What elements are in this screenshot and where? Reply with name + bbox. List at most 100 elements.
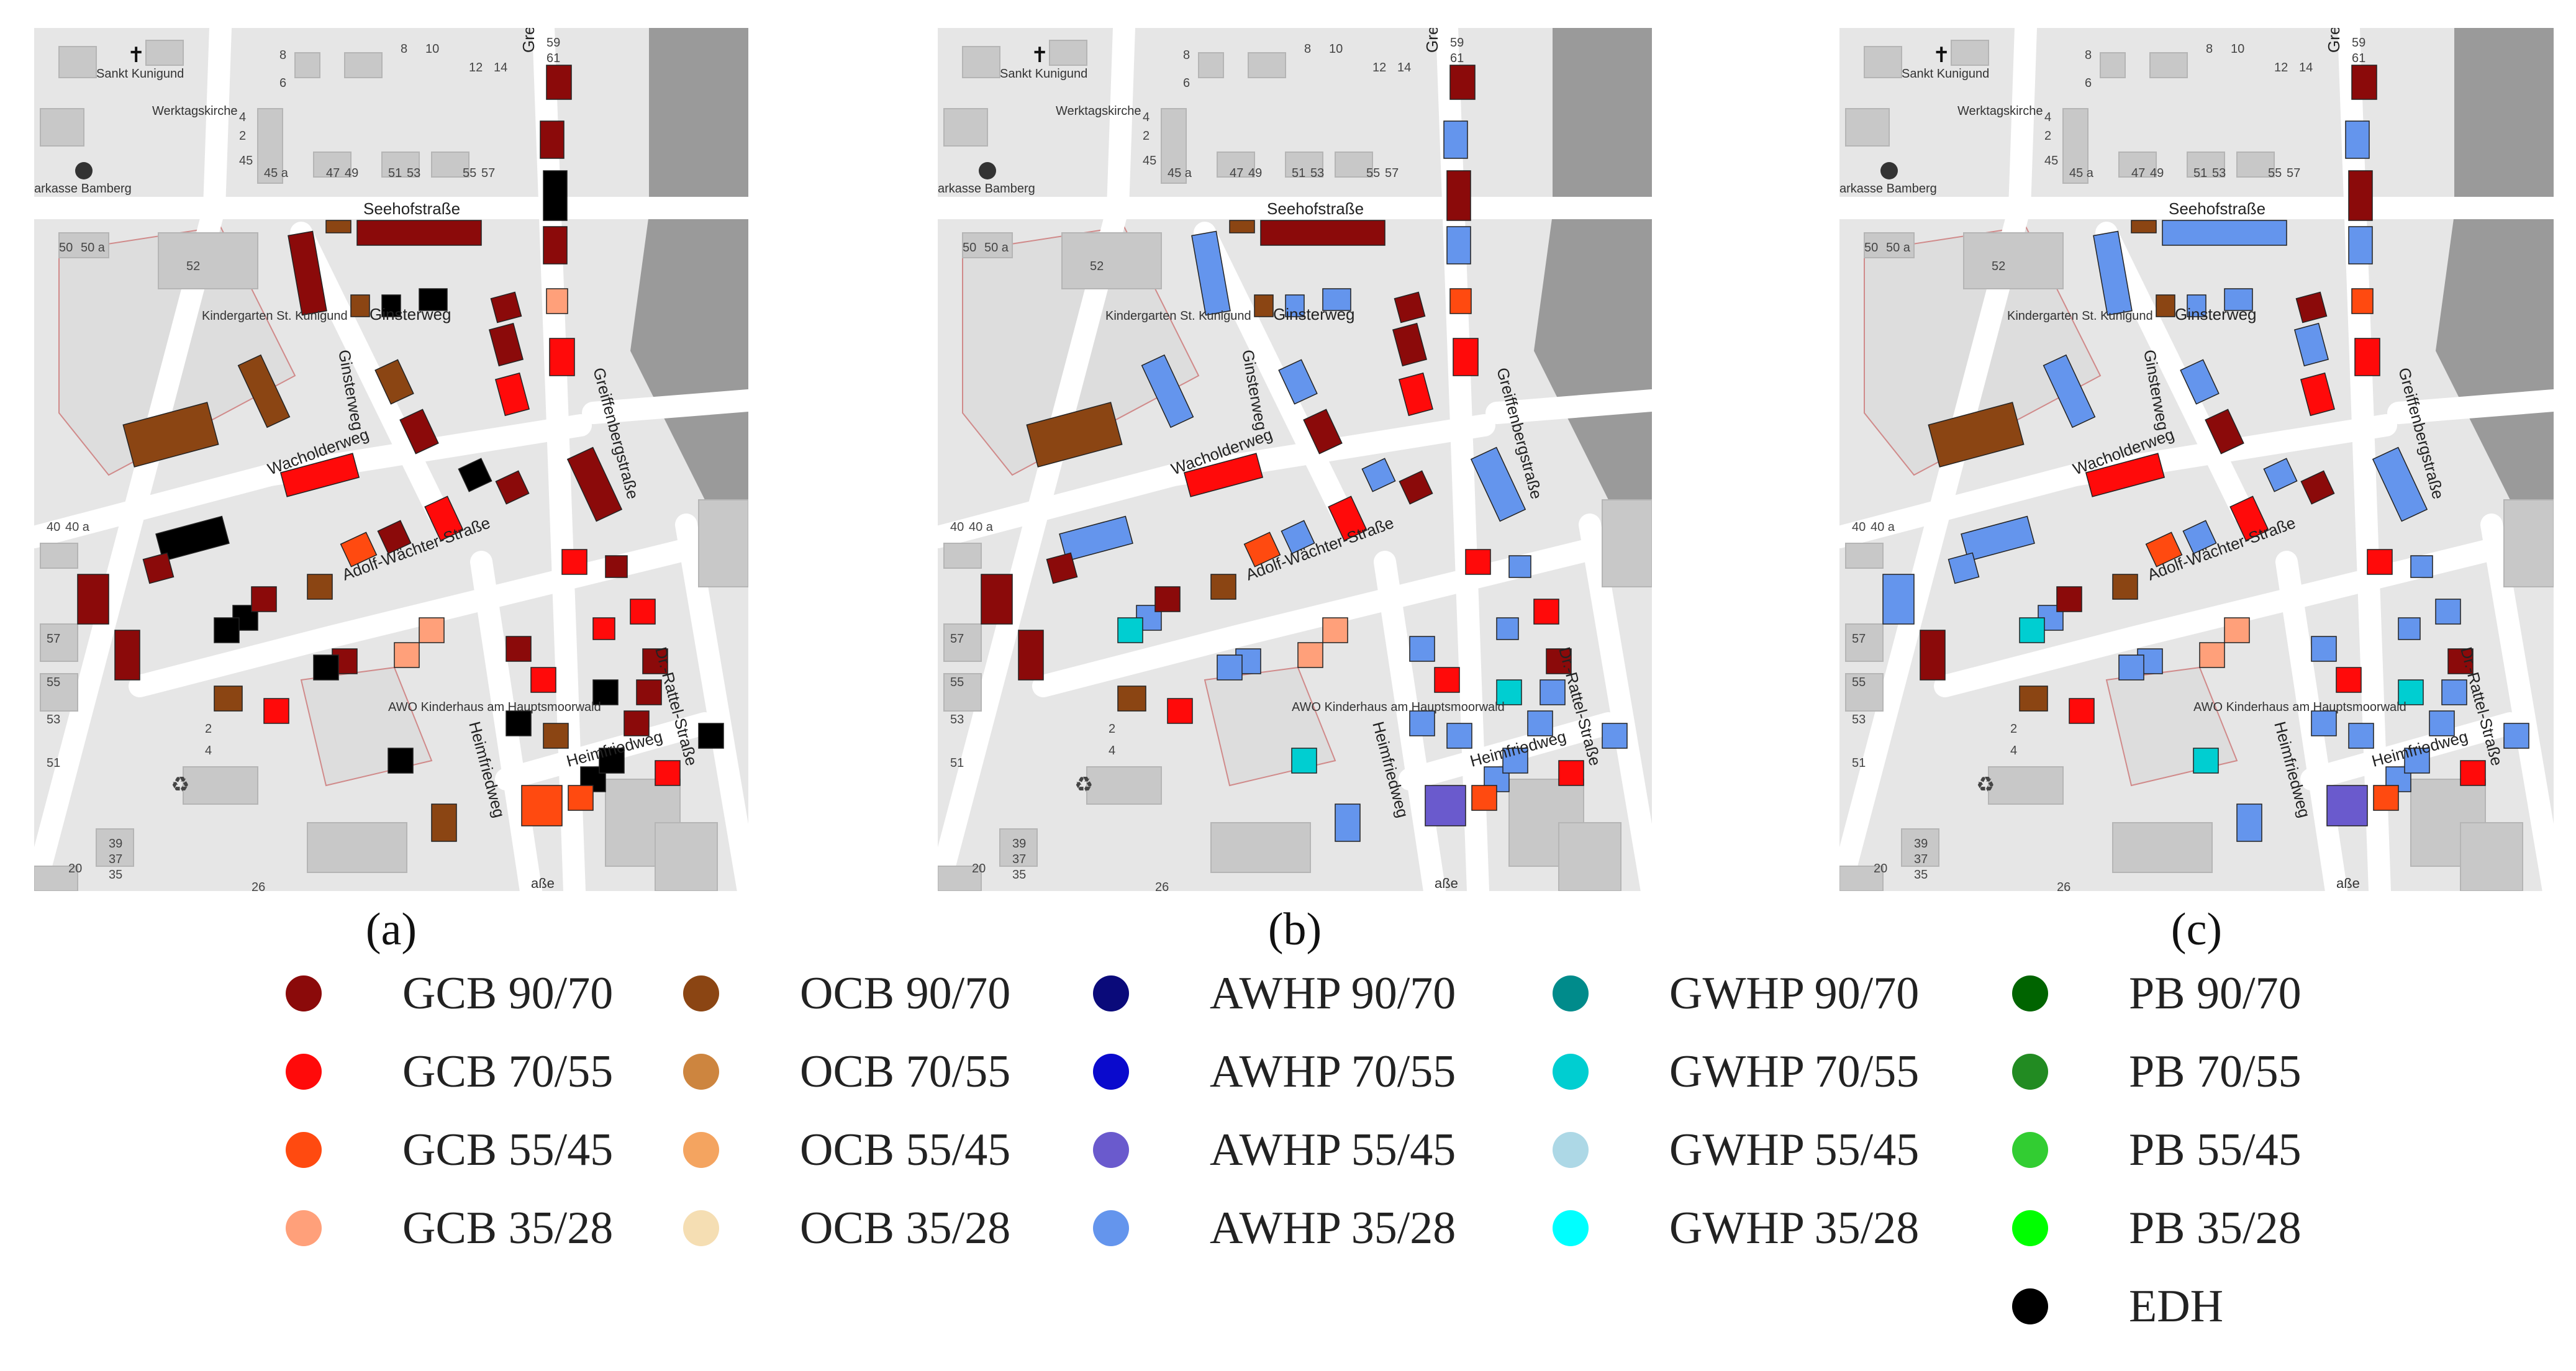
house-number: 47 bbox=[2131, 166, 2145, 180]
house-number: 45 bbox=[1143, 154, 1156, 168]
assigned-building bbox=[2263, 458, 2298, 492]
assigned-building bbox=[2229, 495, 2269, 541]
legend-dot-icon bbox=[1093, 975, 1129, 1011]
legend-item: GWHP 55/45 bbox=[1553, 1116, 1919, 1184]
building-outline bbox=[655, 822, 718, 891]
building-outline bbox=[34, 866, 78, 891]
assigned-building bbox=[1328, 495, 1367, 541]
building-outline bbox=[1086, 766, 1162, 805]
building-outline bbox=[938, 866, 982, 891]
building-outline bbox=[999, 828, 1038, 867]
place-label: Sankt Kunigund bbox=[1902, 67, 1989, 81]
road bbox=[203, 28, 232, 219]
assigned-building bbox=[1018, 630, 1044, 681]
building-outline bbox=[2236, 152, 2275, 178]
assigned-building bbox=[521, 785, 563, 826]
legend-label: OCB 90/70 bbox=[800, 967, 1011, 1019]
legend-dot-icon bbox=[286, 1210, 322, 1246]
legend-item: GCB 35/28 bbox=[286, 1194, 613, 1262]
legend-item: OCB 90/70 bbox=[683, 959, 1010, 1028]
building-outline bbox=[1845, 108, 1890, 147]
house-number: 4 bbox=[1143, 111, 1150, 124]
assigned-building bbox=[307, 574, 333, 600]
house-number: 4 bbox=[2010, 744, 2017, 758]
legend-item: GWHP 35/28 bbox=[1553, 1194, 1919, 1262]
caption-b: (b) bbox=[1268, 904, 1322, 955]
map-svg-a: SeehofstraßeGinsterwegGinsterwegWacholde… bbox=[34, 28, 748, 891]
assigned-building bbox=[630, 599, 656, 625]
house-number: 61 bbox=[546, 52, 560, 65]
house-number: 4 bbox=[205, 744, 212, 758]
house-number: 10 bbox=[425, 42, 439, 56]
assigned-building bbox=[263, 698, 289, 724]
house-number: 8 bbox=[401, 42, 407, 56]
assigned-building bbox=[2354, 338, 2380, 376]
building-outline bbox=[2112, 822, 2213, 873]
assigned-building bbox=[2398, 679, 2424, 705]
place-label: arkasse Bamberg bbox=[1839, 182, 1937, 196]
assigned-building bbox=[2351, 65, 2377, 100]
assigned-building bbox=[1217, 654, 1243, 681]
house-number: 53 bbox=[1310, 166, 1324, 180]
wooded-area bbox=[2436, 28, 2554, 500]
building-outline bbox=[1061, 232, 1162, 289]
assigned-building bbox=[543, 723, 569, 749]
legend-label: PB 55/45 bbox=[2129, 1124, 2302, 1175]
building-outline bbox=[294, 52, 320, 78]
legend-label: AWHP 55/45 bbox=[1210, 1124, 1456, 1175]
assigned-building bbox=[1281, 520, 1315, 554]
house-number: 35 bbox=[1914, 868, 1928, 882]
recycling-icon: ♻ bbox=[1976, 773, 1995, 797]
assigned-building bbox=[495, 470, 530, 505]
house-number: 50 a bbox=[1886, 241, 1911, 255]
legend-label: OCB 35/28 bbox=[800, 1202, 1011, 1254]
house-number: 49 bbox=[1248, 166, 1262, 180]
caption-a: (a) bbox=[365, 904, 417, 955]
building-outline bbox=[1845, 673, 1884, 712]
house-number: 35 bbox=[109, 868, 122, 882]
assigned-building bbox=[381, 294, 401, 317]
recycling-icon: ♻ bbox=[171, 773, 189, 797]
place-label: arkasse Bamberg bbox=[938, 182, 1035, 196]
assigned-building bbox=[1392, 322, 1428, 367]
house-number: 50 bbox=[963, 241, 976, 255]
assigned-building bbox=[114, 630, 140, 681]
legend-item: PB 35/28 bbox=[2012, 1194, 2302, 1262]
assigned-building bbox=[592, 679, 619, 705]
house-number: 50 a bbox=[81, 241, 106, 255]
assigned-building bbox=[1948, 552, 1980, 584]
legend-dot-icon bbox=[1553, 1054, 1589, 1090]
house-number: 2 bbox=[1109, 722, 1115, 736]
building-outline bbox=[2503, 499, 2554, 587]
road bbox=[938, 197, 1129, 891]
church-cross-icon: ✝ bbox=[127, 43, 145, 67]
assigned-building bbox=[1141, 354, 1194, 428]
assigned-building bbox=[546, 288, 568, 314]
assigned-building bbox=[1399, 470, 1433, 505]
wooded-area bbox=[1534, 28, 1652, 500]
assigned-building bbox=[2300, 372, 2336, 417]
assigned-building bbox=[2093, 230, 2133, 316]
building-outline bbox=[2460, 822, 2523, 891]
assigned-building bbox=[2295, 291, 2328, 324]
building-outline bbox=[1901, 828, 1939, 867]
building-outline bbox=[2187, 152, 2225, 178]
house-number: 6 bbox=[1183, 76, 1190, 90]
house-number: 4 bbox=[2044, 111, 2051, 124]
road bbox=[1107, 28, 1135, 219]
place-label: Werktagskirche bbox=[1957, 104, 2043, 118]
legend-label: OCB 55/45 bbox=[800, 1124, 1011, 1175]
assigned-building bbox=[1540, 679, 1566, 705]
assigned-building bbox=[2182, 520, 2217, 554]
assigned-building bbox=[1398, 372, 1434, 417]
place-label: AWO Kinderhaus am Hauptsmoorwald bbox=[1292, 700, 1505, 714]
assigned-building bbox=[350, 294, 370, 317]
house-number: 10 bbox=[2231, 42, 2244, 56]
assigned-building bbox=[1465, 549, 1491, 575]
assigned-building bbox=[399, 409, 439, 455]
legend-label: AWHP 35/28 bbox=[1210, 1202, 1456, 1254]
legend-item: GCB 70/55 bbox=[286, 1038, 613, 1106]
building-outline bbox=[943, 543, 982, 569]
assigned-building bbox=[142, 552, 175, 584]
assigned-building bbox=[1229, 220, 1255, 233]
